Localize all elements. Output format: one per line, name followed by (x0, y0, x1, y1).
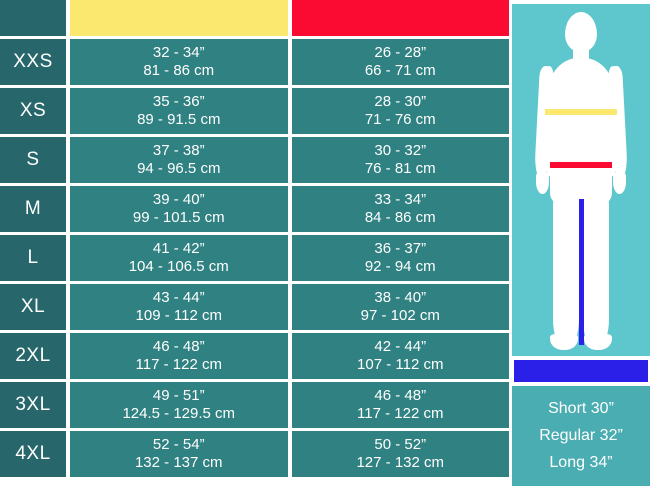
waist-cell: 30 - 32” 76 - 81 cm (291, 137, 509, 183)
waist-cell: 50 - 52” 127 - 132 cm (291, 431, 509, 477)
chest-cell: 52 - 54” 132 - 137 cm (70, 431, 288, 477)
header-corner-cell (0, 0, 66, 36)
chest-inches: 41 - 42” (152, 240, 205, 258)
leg-length-list: Short 30” Regular 32” Long 34” (512, 386, 650, 486)
waist-cell: 33 - 34” 84 - 86 cm (291, 186, 509, 232)
inseam-measure-guide (579, 199, 584, 345)
chest-cm: 94 - 96.5 cm (137, 160, 221, 177)
waist-cm: 71 - 76 cm (364, 111, 436, 128)
chest-cell: 35 - 36” 89 - 91.5 cm (70, 88, 288, 134)
waist-inches: 33 - 34” (374, 191, 427, 209)
size-label: 3XL (0, 382, 66, 428)
waist-cm: 107 - 112 cm (357, 356, 444, 373)
chest-inches: 46 - 48” (152, 338, 205, 356)
waist-inches: 46 - 48” (374, 387, 427, 405)
waist-cell: 36 - 37” 92 - 94 cm (291, 235, 509, 281)
chest-cm: 117 - 122 cm (135, 356, 222, 373)
chest-cell: 43 - 44” 109 - 112 cm (70, 284, 288, 330)
chest-column-header-bar (70, 0, 288, 36)
table-row: XL 43 - 44” 109 - 112 cm 38 - 40” 97 - 1… (0, 284, 509, 330)
waist-cell: 28 - 30” 71 - 76 cm (291, 88, 509, 134)
chest-inches: 32 - 34” (152, 44, 205, 62)
waist-cm: 92 - 94 cm (364, 258, 436, 275)
body-leg-left-icon (553, 196, 579, 346)
body-leg-right-icon (583, 196, 609, 346)
leg-length-short: Short 30” (548, 400, 614, 417)
body-head-icon (565, 12, 597, 52)
chest-cm: 132 - 137 cm (134, 454, 223, 471)
size-label: XS (0, 88, 66, 134)
leg-length-regular: Regular 32” (539, 427, 623, 444)
table-row: L 41 - 42” 104 - 106.5 cm 36 - 37” 92 - … (0, 235, 509, 281)
table-row: XXS 32 - 34” 81 - 86 cm 26 - 28” 66 - 71… (0, 39, 509, 85)
waist-inches: 26 - 28” (374, 44, 427, 62)
waist-cm: 97 - 102 cm (360, 307, 440, 324)
chest-inches: 52 - 54” (152, 436, 205, 454)
waist-cm: 127 - 132 cm (356, 454, 445, 471)
waist-inches: 50 - 52” (374, 436, 427, 454)
table-row: M 39 - 40” 99 - 101.5 cm 33 - 34” 84 - 8… (0, 186, 509, 232)
waist-cell: 26 - 28” 66 - 71 cm (291, 39, 509, 85)
chest-cell: 46 - 48” 117 - 122 cm (70, 333, 288, 379)
chest-cm: 89 - 91.5 cm (137, 111, 221, 128)
chest-inches: 35 - 36” (152, 93, 205, 111)
size-label: M (0, 186, 66, 232)
waist-inches: 42 - 44” (374, 338, 427, 356)
chest-inches: 39 - 40” (152, 191, 205, 209)
size-label: 4XL (0, 431, 66, 477)
body-figure (512, 4, 650, 356)
waist-cm: 117 - 122 cm (357, 405, 444, 422)
table-header-row (0, 0, 509, 36)
chest-cell: 49 - 51” 124.5 - 129.5 cm (70, 382, 288, 428)
chest-cm: 104 - 106.5 cm (128, 258, 229, 275)
table-row: 2XL 46 - 48” 117 - 122 cm 42 - 44” 107 -… (0, 333, 509, 379)
chest-cm: 81 - 86 cm (143, 62, 215, 79)
waist-cell: 38 - 40” 97 - 102 cm (291, 284, 509, 330)
chest-cell: 39 - 40” 99 - 101.5 cm (70, 186, 288, 232)
waist-cm: 66 - 71 cm (364, 62, 436, 79)
chest-measure-guide (545, 109, 617, 115)
leg-length-long: Long 34” (549, 454, 613, 471)
leg-length-header-bar (514, 360, 648, 382)
chest-cm: 109 - 112 cm (135, 307, 222, 324)
body-crotch-gap (512, 4, 524, 18)
table-row: 4XL 52 - 54” 132 - 137 cm 50 - 52” 127 -… (0, 431, 509, 477)
waist-inches: 38 - 40” (374, 289, 427, 307)
waist-inches: 36 - 37” (374, 240, 427, 258)
chest-inches: 43 - 44” (152, 289, 205, 307)
waist-cell: 42 - 44” 107 - 112 cm (291, 333, 509, 379)
table-row: S 37 - 38” 94 - 96.5 cm 30 - 32” 76 - 81… (0, 137, 509, 183)
size-label: L (0, 235, 66, 281)
body-torso-icon (546, 58, 616, 178)
chest-cm: 99 - 101.5 cm (132, 209, 225, 226)
size-label: XXS (0, 39, 66, 85)
body-hand-left-icon (536, 172, 549, 194)
chest-cell: 32 - 34” 81 - 86 cm (70, 39, 288, 85)
table-row: 3XL 49 - 51” 124.5 - 129.5 cm 46 - 48” 1… (0, 382, 509, 428)
waist-measure-guide (550, 162, 612, 168)
size-table: XXS 32 - 34” 81 - 86 cm 26 - 28” 66 - 71… (0, 0, 509, 477)
chest-inches: 37 - 38” (152, 142, 205, 160)
size-label: 2XL (0, 333, 66, 379)
waist-cm: 84 - 86 cm (364, 209, 436, 226)
waist-inches: 28 - 30” (374, 93, 427, 111)
chest-cell: 37 - 38” 94 - 96.5 cm (70, 137, 288, 183)
body-foot-right-icon (584, 334, 612, 350)
waist-inches: 30 - 32” (374, 142, 427, 160)
chest-cell: 41 - 42” 104 - 106.5 cm (70, 235, 288, 281)
body-hand-right-icon (613, 172, 626, 194)
table-row: XS 35 - 36” 89 - 91.5 cm 28 - 30” 71 - 7… (0, 88, 509, 134)
waist-cell: 46 - 48” 117 - 122 cm (291, 382, 509, 428)
waist-column-header-bar (291, 0, 509, 36)
waist-cm: 76 - 81 cm (364, 160, 436, 177)
chest-inches: 49 - 51” (152, 387, 205, 405)
size-label: XL (0, 284, 66, 330)
figure-panel: Short 30” Regular 32” Long 34” (512, 0, 650, 488)
body-foot-left-icon (550, 334, 578, 350)
chest-cm: 124.5 - 129.5 cm (122, 405, 236, 422)
size-label: S (0, 137, 66, 183)
